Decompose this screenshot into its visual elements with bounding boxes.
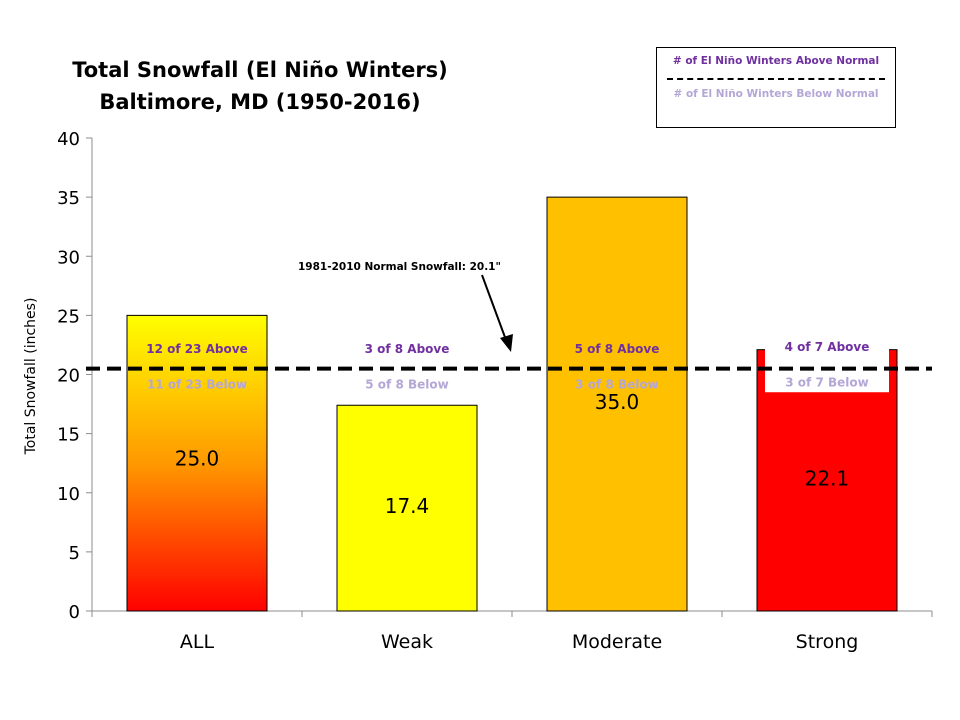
y-tick-label: 10 — [57, 484, 80, 505]
data-label: 22.1 — [805, 467, 850, 491]
data-label: 17.4 — [385, 494, 430, 518]
bar-labels: ALL 25.0 12 of 23 Above 11 of 23 Below Weak 1… — [146, 340, 869, 653]
y-tick-label: 0 — [69, 602, 80, 623]
above-count-label: 3 of 8 Above — [365, 342, 450, 356]
reference-line-group: 1981-2010 Normal Snowfall: 20.1" — [86, 261, 932, 371]
above-count-label: 5 of 8 Above — [575, 342, 660, 356]
x-tick-label: ALL — [180, 631, 215, 653]
y-tick-label: 30 — [57, 247, 80, 268]
y-tick-label: 20 — [57, 366, 80, 387]
arrow-head — [500, 334, 513, 352]
legend-dashed-line — [667, 78, 885, 80]
below-count-label: 5 of 8 Below — [365, 378, 448, 392]
y-tick-label: 40 — [57, 129, 80, 150]
above-count-label: 12 of 23 Above — [146, 342, 247, 356]
normal-snowfall-label: 1981-2010 Normal Snowfall: 20.1" — [298, 261, 501, 273]
above-count-label: 4 of 7 Above — [785, 340, 870, 354]
y-tick-label: 35 — [57, 188, 80, 209]
legend-above-label: # of El Niño Winters Above Normal — [672, 55, 880, 67]
below-count-label: 11 of 23 Below — [147, 378, 247, 392]
below-count-label: 3 of 8 Below — [575, 378, 658, 392]
x-tick-label: Weak — [381, 631, 433, 653]
y-tick-label: 15 — [57, 425, 80, 446]
below-count-label: 3 of 7 Below — [785, 375, 868, 389]
normal-snowfall-arrow — [481, 274, 507, 341]
chart-subtitle: Baltimore, MD (1950-2016) — [99, 90, 421, 114]
y-axis-label: Total Snowfall (inches) — [23, 297, 39, 455]
legend-below-label: # of El Niño Winters Below Normal — [673, 88, 879, 100]
bar-moderate — [546, 196, 688, 612]
chart-title-block: Total Snowfall (El Niño Winters) Baltimo… — [40, 54, 480, 118]
y-tick-label: 25 — [57, 306, 80, 327]
legend: # of El Niño Winters Above Normal # of E… — [656, 47, 896, 128]
bar-weak — [336, 404, 478, 612]
y-tick-label: 5 — [69, 543, 80, 564]
bar-all — [126, 314, 268, 612]
bar-strong — [756, 349, 898, 612]
data-label: 35.0 — [595, 390, 640, 414]
data-label: 25.0 — [175, 447, 220, 471]
bars — [126, 196, 898, 612]
chart-title: Total Snowfall (El Niño Winters) — [72, 58, 448, 82]
x-tick-label: Moderate — [572, 631, 662, 653]
x-tick-label: Strong — [796, 631, 859, 653]
